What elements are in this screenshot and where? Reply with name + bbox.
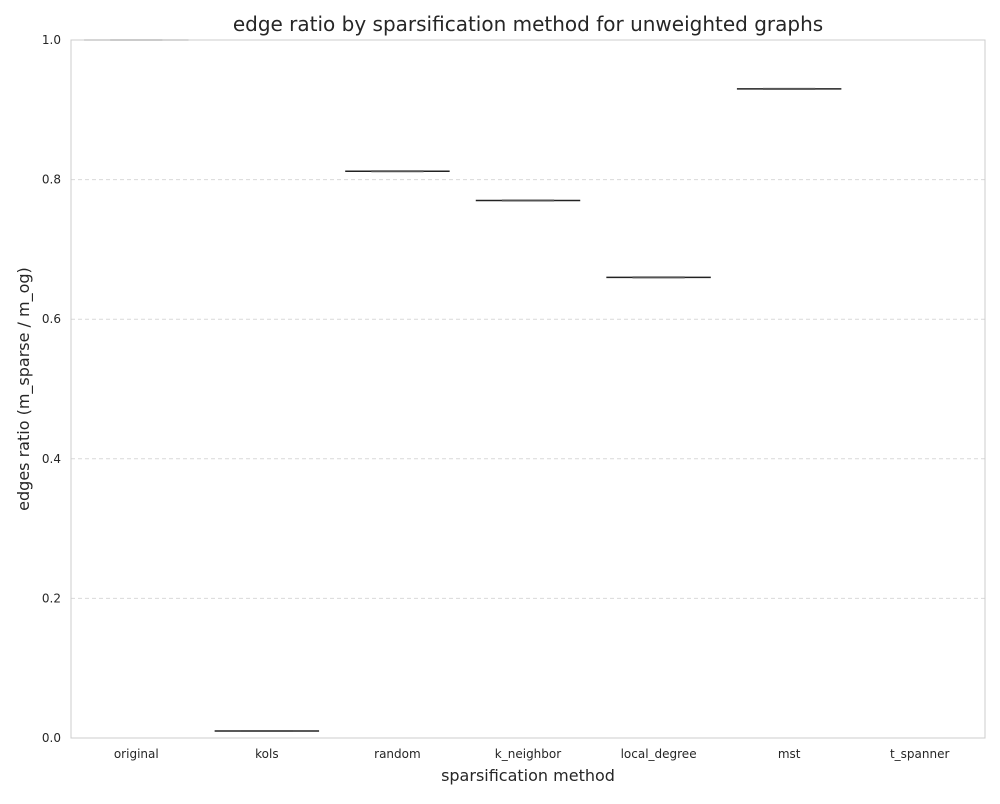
x-tick-label-random: random	[374, 747, 421, 761]
x-tick-label-mst: mst	[778, 747, 801, 761]
x-tick-label-local_degree: local_degree	[621, 747, 697, 761]
y-tick-label: 1.0	[42, 33, 61, 47]
y-tick-label: 0.0	[42, 731, 61, 745]
y-axis-label: edges ratio (m_sparse / m_og)	[14, 267, 34, 511]
y-tick-label: 0.2	[42, 591, 61, 605]
y-tick-labels: 0.0 0.2 0.4 0.6 0.8 1.0	[42, 33, 61, 745]
x-tick-label-original: original	[114, 747, 159, 761]
y-tick-label: 0.8	[42, 173, 61, 187]
x-tick-label-k_neighbor: k_neighbor	[495, 747, 561, 761]
y-tick-label: 0.4	[42, 452, 61, 466]
plot-area-border	[70, 39, 986, 739]
x-tick-label-kols: kols	[255, 747, 278, 761]
box-marks	[84, 39, 842, 733]
x-axis-label: sparsification method	[441, 766, 615, 785]
x-tick-labels: original kols random k_neighbor local_degree…	[114, 747, 950, 761]
y-tick-label: 0.6	[42, 312, 61, 326]
y-gridlines	[71, 179, 985, 599]
plot-frame	[70, 39, 986, 739]
chart-title: edge ratio by sparsification method for …	[233, 12, 823, 36]
x-tick-label-t_spanner: t_spanner	[890, 747, 950, 761]
